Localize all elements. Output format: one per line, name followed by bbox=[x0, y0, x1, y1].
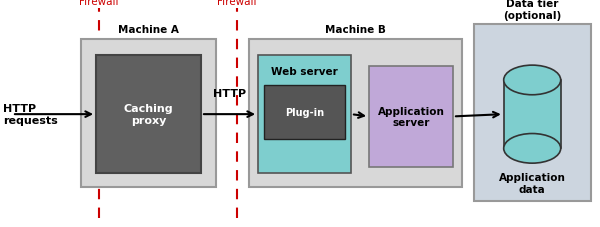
FancyBboxPatch shape bbox=[249, 40, 462, 187]
FancyBboxPatch shape bbox=[96, 56, 201, 174]
Ellipse shape bbox=[504, 66, 561, 95]
Text: Application
data: Application data bbox=[499, 173, 566, 194]
Text: Caching
proxy: Caching proxy bbox=[124, 104, 173, 125]
Text: Application
server: Application server bbox=[377, 106, 445, 128]
Text: HTTP: HTTP bbox=[213, 89, 246, 99]
Text: Web server: Web server bbox=[271, 67, 338, 77]
Text: Data tier
(optional): Data tier (optional) bbox=[503, 0, 562, 20]
FancyBboxPatch shape bbox=[258, 56, 351, 174]
Text: Machine B: Machine B bbox=[325, 25, 386, 35]
Ellipse shape bbox=[504, 134, 561, 163]
FancyBboxPatch shape bbox=[369, 67, 453, 167]
FancyBboxPatch shape bbox=[264, 85, 345, 140]
FancyBboxPatch shape bbox=[81, 40, 216, 187]
Text: Firewall: Firewall bbox=[79, 0, 119, 7]
FancyBboxPatch shape bbox=[504, 81, 561, 149]
FancyBboxPatch shape bbox=[474, 25, 591, 201]
Text: HTTP
requests: HTTP requests bbox=[3, 104, 58, 125]
Text: Plug-in: Plug-in bbox=[285, 107, 324, 117]
Text: Firewall: Firewall bbox=[217, 0, 257, 7]
Text: Machine A: Machine A bbox=[118, 25, 179, 35]
